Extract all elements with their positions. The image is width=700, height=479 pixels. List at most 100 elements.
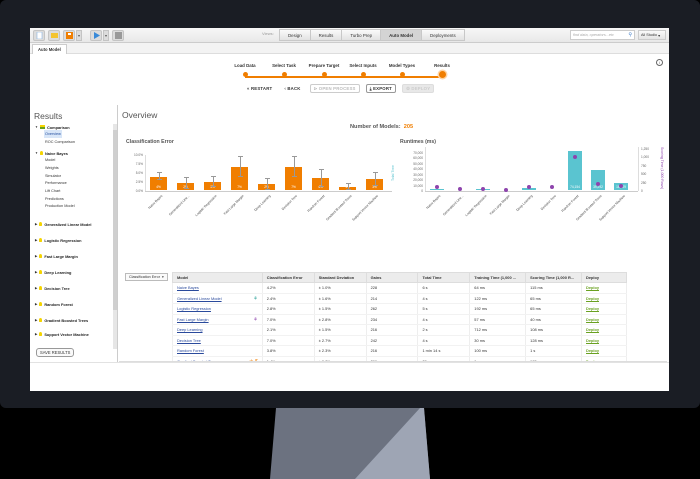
deploy-link[interactable]: Deploy: [581, 345, 627, 357]
col-classification-error[interactable]: Classification Error: [261, 272, 315, 283]
back-button[interactable]: ‹ BACK: [284, 86, 301, 91]
tree-item-predictions[interactable]: Predictions: [45, 196, 64, 201]
tree-group-fast-large-margin[interactable]: ▶ Fast Large Margin: [35, 248, 112, 264]
model-link[interactable]: Random Forest: [172, 345, 263, 357]
save-button[interactable]: [63, 29, 75, 41]
scoring-time-point[interactable]: [596, 182, 600, 187]
model-link[interactable]: Generalized Linear Model ⚘: [172, 293, 263, 304]
tree-item-production-model[interactable]: Production Model: [45, 204, 75, 209]
studio-select[interactable]: All Studio ▾: [638, 30, 666, 40]
tree-group-random-forest[interactable]: ▶ Random Forest: [35, 296, 112, 312]
tree-group-logistic-regression[interactable]: ▶ Logistic Regression: [35, 232, 112, 248]
open-process-button[interactable]: ⊳ OPEN PROCESS: [309, 84, 360, 93]
y-tick-left: 20,000: [413, 178, 423, 182]
info-icon[interactable]: i: [656, 59, 663, 66]
view-tab-results[interactable]: Results: [309, 29, 343, 41]
step-select-inputs[interactable]: Select Inputs: [343, 63, 383, 77]
col-deploy[interactable]: Deploy: [581, 272, 627, 283]
model-link[interactable]: Fast Large Margin ⚘: [172, 314, 263, 325]
tree-group-comparison[interactable]: ▼ Comparison: [35, 124, 112, 130]
table-row[interactable]: Generalized Linear Model ⚘ 2.4% ± 1.6% 214 4 …: [172, 293, 627, 304]
total-time-bar[interactable]: 74,154: [567, 150, 583, 191]
deploy-link[interactable]: Deploy: [581, 303, 627, 315]
tree-item-weights[interactable]: Weights: [45, 165, 59, 170]
view-tab-deployments[interactable]: Deployments: [421, 29, 465, 41]
col-training-time[interactable]: Training Time (1,000 ...: [469, 272, 527, 283]
deploy-link[interactable]: Deploy: [581, 282, 627, 294]
run-button[interactable]: [90, 29, 102, 41]
scoring-time-point[interactable]: [481, 186, 485, 191]
bar-value-label: 4%: [318, 184, 323, 189]
global-search-input[interactable]: find data, operators...etc ⚲: [570, 30, 635, 40]
open-button[interactable]: [48, 29, 60, 41]
scoring-time-point[interactable]: [550, 184, 554, 189]
doc-tab-auto-model[interactable]: Auto Model: [32, 44, 67, 54]
tree-item-performance[interactable]: Performance: [45, 181, 67, 186]
tree-group-svm[interactable]: ▶ Support Vector Machine: [35, 328, 112, 340]
view-tab-auto-model[interactable]: Auto Model: [380, 29, 423, 41]
col-total-time[interactable]: Total Time: [417, 272, 471, 283]
save-results-button[interactable]: SAVE RESULTS: [36, 348, 75, 357]
sidebar-scroll-thumb[interactable]: [113, 130, 117, 310]
deploy-link[interactable]: Deploy: [581, 293, 627, 304]
tree-item-overview[interactable]: Overview: [44, 130, 62, 138]
sidebar-scrollbar[interactable]: [113, 124, 117, 349]
model-link[interactable]: Decision Tree: [172, 335, 263, 346]
scoring-time-point[interactable]: [573, 155, 577, 160]
export-button[interactable]: ⤓ EXPORT: [365, 84, 396, 93]
tree-item-lift-chart[interactable]: Lift Chart: [45, 188, 61, 193]
tree-item-model[interactable]: Model: [45, 158, 56, 163]
scoring-time-point[interactable]: [619, 184, 623, 189]
table-row[interactable]: Deep Learning 2.1% ± 1.5% 216 2 s 712 ms 108 m…: [172, 324, 627, 336]
step-results[interactable]: Results: [422, 63, 462, 78]
tree-group-gradient-boosted-trees[interactable]: ▶ Gradient Boosted Trees: [35, 312, 112, 328]
table-row[interactable]: Logistic Regression 2.8% ± 1.5% 262 5 s 192 m…: [172, 303, 627, 315]
step-load-data[interactable]: Load Data: [225, 63, 265, 77]
model-link[interactable]: Deep Learning: [172, 324, 263, 336]
save-dropdown[interactable]: ▾: [76, 29, 82, 41]
deploy-link[interactable]: Deploy: [581, 335, 627, 346]
restart-button[interactable]: « RESTART: [247, 86, 273, 91]
stop-button[interactable]: [112, 29, 124, 41]
table-row[interactable]: Decision Tree 7.0% ± 2.7% 242 4 s 30 ms 128 ms…: [172, 335, 627, 346]
table-row[interactable]: Random Forest 3.8% ± 2.3% 216 1 min 14 s 100 …: [172, 345, 627, 357]
tree-group-deep-learning[interactable]: ▶ Deep Learning: [35, 264, 112, 280]
criterion-select[interactable]: Classification Error ▾: [125, 273, 168, 281]
tree-item-simulator[interactable]: Simulator: [45, 173, 62, 178]
deploy-link[interactable]: Deploy: [581, 314, 627, 325]
table-row[interactable]: Naive Bayes 4.2% ± 1.0% 228 6 s 64 ms 115 ms De…: [172, 282, 627, 294]
col-scoring-time[interactable]: Scoring Time (1,000 R...: [525, 272, 583, 283]
total-time-bar[interactable]: [544, 188, 560, 191]
search-icon[interactable]: ⚲: [628, 32, 632, 38]
scoring-time-point[interactable]: [527, 185, 531, 190]
run-dropdown[interactable]: ▾: [103, 29, 109, 41]
view-tab-design[interactable]: Design: [279, 29, 311, 41]
bulb-icon: [39, 238, 43, 243]
total-time-bar[interactable]: 39,292: [590, 169, 606, 191]
table-row[interactable]: Fast Large Margin ⚘ 7.0% ± 2.8% 234 4 s 57 ms 4…: [172, 314, 627, 325]
view-tab-turbo-prep[interactable]: Turbo Prep: [341, 29, 382, 41]
tree-group-naive-bayes[interactable]: ▼ Naive Bayes: [35, 150, 112, 156]
deploy-button[interactable]: ⚙ DEPLOY: [401, 84, 435, 93]
scoring-time-point[interactable]: [458, 186, 462, 191]
tree-group-decision-tree[interactable]: ▶ Decision Tree: [35, 280, 112, 296]
step-select-task[interactable]: Select Task: [264, 63, 304, 77]
x-tick-label: Fast Large Margin: [489, 194, 511, 216]
tree-group-label: Gradient Boosted Trees: [44, 317, 89, 323]
col-standard-deviation[interactable]: Standard Deviation: [313, 272, 367, 283]
y-tick-left: 10,000: [413, 183, 423, 188]
step-prepare-target[interactable]: Prepare Target: [304, 63, 344, 77]
play-icon: [93, 31, 100, 39]
tree-group-glm[interactable]: ▶ Generalized Linear Model: [35, 216, 112, 232]
model-link[interactable]: Logistic Regression: [172, 303, 263, 315]
new-process-button[interactable]: [33, 29, 45, 41]
step-model-types[interactable]: Model Types: [382, 63, 422, 77]
deploy-link[interactable]: Deploy: [581, 324, 627, 336]
model-link[interactable]: Naive Bayes: [172, 282, 263, 294]
scoring-time-point[interactable]: [504, 187, 508, 192]
bulb-icon: [39, 222, 43, 227]
col-gains[interactable]: Gains: [365, 272, 419, 283]
scoring-time-point[interactable]: [435, 185, 439, 190]
tree-item-roc-comparison[interactable]: ROC Comparison: [45, 139, 75, 144]
col-model[interactable]: Model: [172, 272, 263, 283]
